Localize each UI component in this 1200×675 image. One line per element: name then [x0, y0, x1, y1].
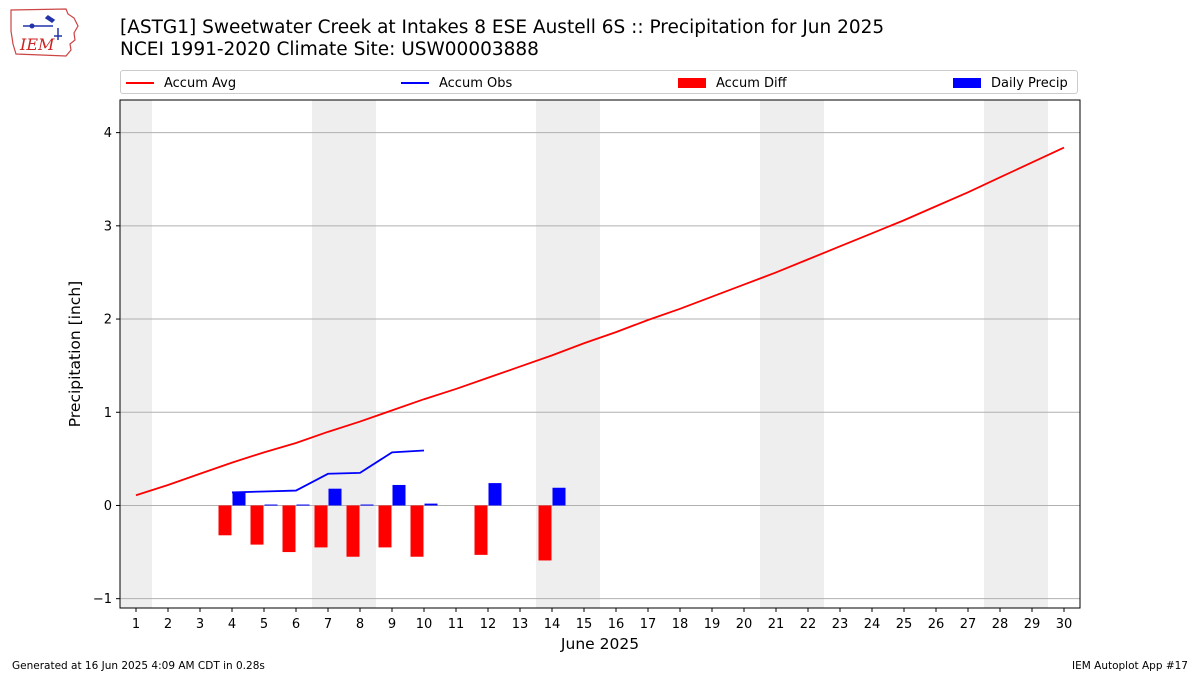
x-tick-label-6: 6 [292, 617, 300, 632]
weekend-band-0 [120, 100, 152, 608]
x-tick-label-3: 3 [196, 617, 204, 632]
y-tick-label--1: −1 [93, 592, 112, 607]
y-axis-label: Precipitation [inch] [66, 281, 84, 427]
daily-precip-bar-day-8 [360, 504, 374, 506]
daily-precip-bar-day-4 [232, 491, 246, 506]
x-tick-label-11: 11 [448, 617, 465, 632]
x-tick-label-17: 17 [640, 617, 657, 632]
generated-timestamp: Generated at 16 Jun 2025 4:09 AM CDT in … [12, 660, 265, 672]
weekend-band-3 [760, 100, 824, 608]
legend-item-daily-precip: Daily Precip [953, 74, 1068, 92]
x-tick-label-1: 1 [132, 617, 140, 632]
legend-swatch-accum-obs [401, 82, 429, 84]
legend-label-accum-diff: Accum Diff [716, 75, 787, 91]
y-tick-label-4: 4 [104, 126, 112, 141]
chart-title: [ASTG1] Sweetwater Creek at Intakes 8 ES… [120, 17, 885, 38]
y-tick-label-0: 0 [104, 499, 112, 514]
x-tick-label-13: 13 [512, 617, 529, 632]
y-tick-label-2: 2 [104, 313, 112, 328]
daily-precip-bar-day-14 [552, 487, 566, 506]
accum-diff-bar-day-10 [410, 505, 424, 557]
anemometer-icon [29, 23, 35, 29]
x-tick-label-19: 19 [704, 617, 721, 632]
accum-diff-bar-day-7 [314, 505, 328, 548]
accum-diff-bar-day-4 [218, 505, 232, 536]
accum-diff-bar-day-12 [474, 505, 488, 555]
legend-label-daily-precip: Daily Precip [991, 75, 1068, 91]
app-id-label: IEM Autoplot App #17 [1072, 660, 1188, 672]
legend-item-accum-avg: Accum Avg [126, 74, 236, 92]
x-tick-label-23: 23 [832, 617, 849, 632]
x-tick-label-9: 9 [388, 617, 396, 632]
accum-diff-bar-day-5 [250, 505, 264, 545]
daily-precip-bar-day-10 [424, 503, 438, 506]
legend-swatch-accum-diff [678, 78, 706, 88]
iowa-outline [10, 8, 79, 57]
x-tick-label-29: 29 [1024, 617, 1041, 632]
y-tick-label-3: 3 [104, 219, 112, 234]
x-tick-label-30: 30 [1056, 617, 1073, 632]
x-tick-label-18: 18 [672, 617, 689, 632]
x-tick-label-24: 24 [864, 617, 881, 632]
accum-obs-line [231, 449, 425, 494]
x-tick-label-21: 21 [768, 617, 785, 632]
x-tick-label-2: 2 [164, 617, 172, 632]
x-tick-label-27: 27 [960, 617, 977, 632]
accum-diff-bar-day-9 [378, 505, 392, 548]
x-tick-label-10: 10 [416, 617, 433, 632]
x-tick-label-25: 25 [896, 617, 913, 632]
accum-diff-bar-day-14 [538, 505, 552, 561]
legend-swatch-daily-precip [953, 78, 981, 88]
x-tick-label-22: 22 [800, 617, 817, 632]
x-tick-label-12: 12 [480, 617, 497, 632]
y-tick-label-1: 1 [104, 406, 112, 421]
x-tick-label-16: 16 [608, 617, 625, 632]
daily-precip-bar-day-6 [296, 504, 310, 506]
x-tick-label-8: 8 [356, 617, 364, 632]
x-tick-label-4: 4 [228, 617, 236, 632]
accum-diff-bar-day-6 [282, 505, 296, 553]
x-tick-label-15: 15 [576, 617, 593, 632]
rain-gauge-icon [44, 15, 62, 40]
daily-precip-bar-day-12 [488, 483, 502, 506]
daily-precip-bar-day-5 [264, 504, 278, 506]
x-tick-label-26: 26 [928, 617, 945, 632]
logo-text: IEM [19, 35, 55, 54]
legend-label-accum-avg: Accum Avg [164, 75, 237, 91]
x-tick-label-14: 14 [544, 617, 561, 632]
legend-label-accum-obs: Accum Obs [439, 75, 513, 91]
x-tick-label-28: 28 [992, 617, 1009, 632]
weekend-band-4 [984, 100, 1048, 608]
legend-swatch-accum-avg [126, 82, 154, 84]
accum-avg-line [135, 146, 1065, 497]
x-tick-label-20: 20 [736, 617, 753, 632]
x-axis-label: June 2025 [560, 635, 639, 653]
daily-precip-bar-day-7 [328, 488, 342, 506]
iem-logo: IEM [10, 8, 79, 57]
legend-item-accum-obs: Accum Obs [401, 74, 512, 92]
accum-diff-bar-day-8 [346, 505, 360, 557]
x-tick-label-7: 7 [324, 617, 332, 632]
plot-frame [119, 99, 1081, 609]
legend-item-accum-diff: Accum Diff [678, 74, 787, 92]
chart-subtitle: NCEI 1991-2020 Climate Site: USW00003888 [120, 39, 539, 60]
x-tick-label-5: 5 [260, 617, 268, 632]
daily-precip-bar-day-9 [392, 484, 406, 506]
legend: Accum Avg Accum Obs Accum Diff Daily Pre… [120, 70, 1078, 94]
